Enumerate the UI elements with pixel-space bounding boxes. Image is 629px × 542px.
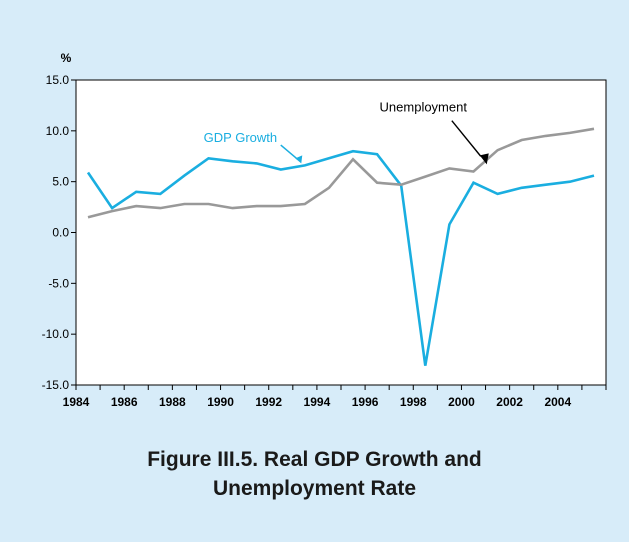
x-tick-label: 1998 xyxy=(400,395,427,409)
annotation-gdp-arrow xyxy=(280,144,299,160)
chart-series xyxy=(86,127,595,366)
line-chart: 15.0 10.0 5.0 0.0 -5.0 -10.0 -15.0% 1984 1986 198… xyxy=(36,48,614,418)
y-tick-label: -15.0 xyxy=(42,378,70,392)
chart-annotations: GDP Growth Unemployment xyxy=(204,100,489,165)
annotation-gdp-arrowhead xyxy=(295,155,303,164)
series-line-gdp-growth xyxy=(86,149,595,366)
x-tick-label: 2002 xyxy=(496,395,523,409)
x-tick-label: 2000 xyxy=(448,395,475,409)
y-tick-label: 15.0 xyxy=(46,73,70,87)
x-tick-label: 1996 xyxy=(352,395,379,409)
y-tick-label: -10.0 xyxy=(42,327,70,341)
annotation-unemployment-arrowhead xyxy=(479,153,489,165)
x-tick-label: 1984 xyxy=(63,395,90,409)
series-line-unemployment xyxy=(87,127,595,219)
chart-axes: 15.0 10.0 5.0 0.0 -5.0 -10.0 -15.0% 1984 1986 198… xyxy=(42,51,607,409)
figure-caption: Figure III.5. Real GDP Growth and Unempl… xyxy=(0,445,629,503)
annotation-gdp-growth: GDP Growth xyxy=(204,130,277,145)
annotation-unemployment: Unemployment xyxy=(380,100,468,115)
plot-area xyxy=(75,79,607,386)
y-tick-label: 5.0 xyxy=(52,175,69,189)
x-tick-label: 1986 xyxy=(111,395,138,409)
x-tick-label: 1994 xyxy=(304,395,331,409)
x-tick-label: 1988 xyxy=(159,395,186,409)
x-tick-label: 2004 xyxy=(544,395,571,409)
x-tick-label: 1990 xyxy=(207,395,234,409)
line-chart-svg: 15.0 10.0 5.0 0.0 -5.0 -10.0 -15.0% 1984 1986 198… xyxy=(42,51,607,409)
y-tick-label: -5.0 xyxy=(48,276,69,290)
y-tick-label: 10.0 xyxy=(46,124,70,138)
x-tick-label: 1992 xyxy=(255,395,282,409)
figure-caption-line-2: Unemployment Rate xyxy=(212,477,417,500)
y-axis-label: % xyxy=(61,51,72,65)
annotation-unemployment-arrow xyxy=(451,120,482,157)
figure-caption-line-1: Figure III.5. Real GDP Growth and xyxy=(147,448,482,471)
y-tick-label: 0.0 xyxy=(52,226,69,240)
